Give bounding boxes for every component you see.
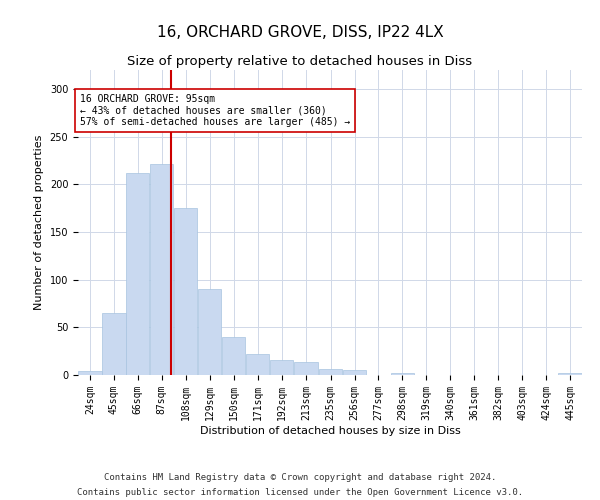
Bar (246, 354, 269, 375)
Text: Contains public sector information licensed under the Open Government Licence v3: Contains public sector information licen… (77, 488, 523, 497)
Text: 16 ORCHARD GROVE: 95sqm
← 43% of detached houses are smaller (360)
57% of semi-d: 16 ORCHARD GROVE: 95sqm ← 43% of detache… (80, 94, 350, 127)
Bar (343, 370, 366, 375)
X-axis label: Distribution of detached houses by size in Diss: Distribution of detached houses by size … (200, 426, 460, 436)
Bar (222, 337, 245, 375)
Bar (294, 362, 318, 375)
Bar (103, 313, 125, 375)
Bar (319, 370, 342, 375)
Bar (174, 208, 197, 375)
Text: Contains HM Land Registry data © Crown copyright and database right 2024.: Contains HM Land Registry data © Crown c… (104, 473, 496, 482)
Text: 16, ORCHARD GROVE, DISS, IP22 4LX: 16, ORCHARD GROVE, DISS, IP22 4LX (157, 25, 443, 40)
Bar (391, 373, 414, 375)
Bar (559, 373, 581, 375)
Bar (126, 173, 149, 375)
Bar (150, 164, 173, 375)
Bar (270, 360, 293, 375)
Bar (198, 289, 221, 375)
Text: Size of property relative to detached houses in Diss: Size of property relative to detached ho… (127, 55, 473, 68)
Y-axis label: Number of detached properties: Number of detached properties (34, 135, 44, 310)
Bar (79, 371, 101, 375)
